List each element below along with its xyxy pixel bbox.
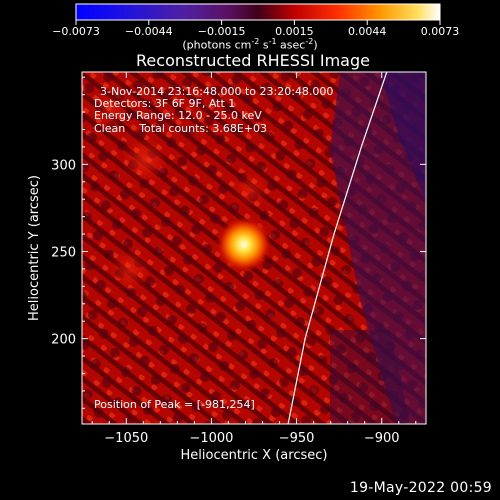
y-tick-label: 200 <box>51 333 76 348</box>
info-energy-range: Energy Range: 12.0 - 25.0 keV <box>94 109 262 123</box>
plot-frame <box>81 71 427 425</box>
x-tick-label: −900 <box>364 431 400 446</box>
x-axis-label: Heliocentric X (arcsec) <box>181 448 328 463</box>
heatmap-image <box>82 72 426 424</box>
x-tick-label: −1050 <box>104 431 148 446</box>
colorbar-tick-label: −0.0015 <box>198 25 246 38</box>
y-tick-label: 300 <box>51 158 76 173</box>
info-detectors: Detectors: 3F 6F 9F, Att 1 <box>94 97 236 111</box>
colorbar-tick-label: 0.0044 <box>348 25 387 38</box>
plot-title: Reconstructed RHESSI Image <box>136 51 370 70</box>
colorbar-tick-label: 0.0073 <box>421 25 460 38</box>
peak-position-label: Position of Peak = [-981,254] <box>94 398 255 411</box>
flare-source-peak <box>215 216 272 273</box>
colorbar-tick-label: −0.0073 <box>52 25 100 38</box>
solar-limb-curve <box>287 71 388 425</box>
colorbar-ticks: −0.0073 −0.0044 −0.0015 0.0015 0.0044 0.0073 <box>52 20 459 38</box>
colorbar-tick-label: −0.0044 <box>125 25 173 38</box>
observation-info: 3-Nov-2014 23:16:48.000 to 23:20:48.000 D… <box>94 85 334 135</box>
info-time-range: 3-Nov-2014 23:16:48.000 to 23:20:48.000 <box>100 85 334 98</box>
x-tick-label: −1000 <box>189 431 233 446</box>
y-tick-label: 250 <box>51 245 76 260</box>
y-axis-label: Heliocentric Y (arcsec) <box>27 175 42 321</box>
x-axis: −1050 −1000 −950 −900 <box>91 72 417 446</box>
info-clean-counts: Clean Total counts: 3.68E+03 <box>94 121 268 135</box>
y-axis: 200 250 300 <box>51 76 426 409</box>
colorbar-tick-label: 0.0015 <box>275 25 314 38</box>
colorbar-units-label: (photons cm-2 s-1 asec-2) <box>182 37 318 52</box>
footer-date: 19-May-2022 00:59 <box>349 480 492 496</box>
colorbar <box>76 4 440 20</box>
x-tick-label: −950 <box>279 431 315 446</box>
